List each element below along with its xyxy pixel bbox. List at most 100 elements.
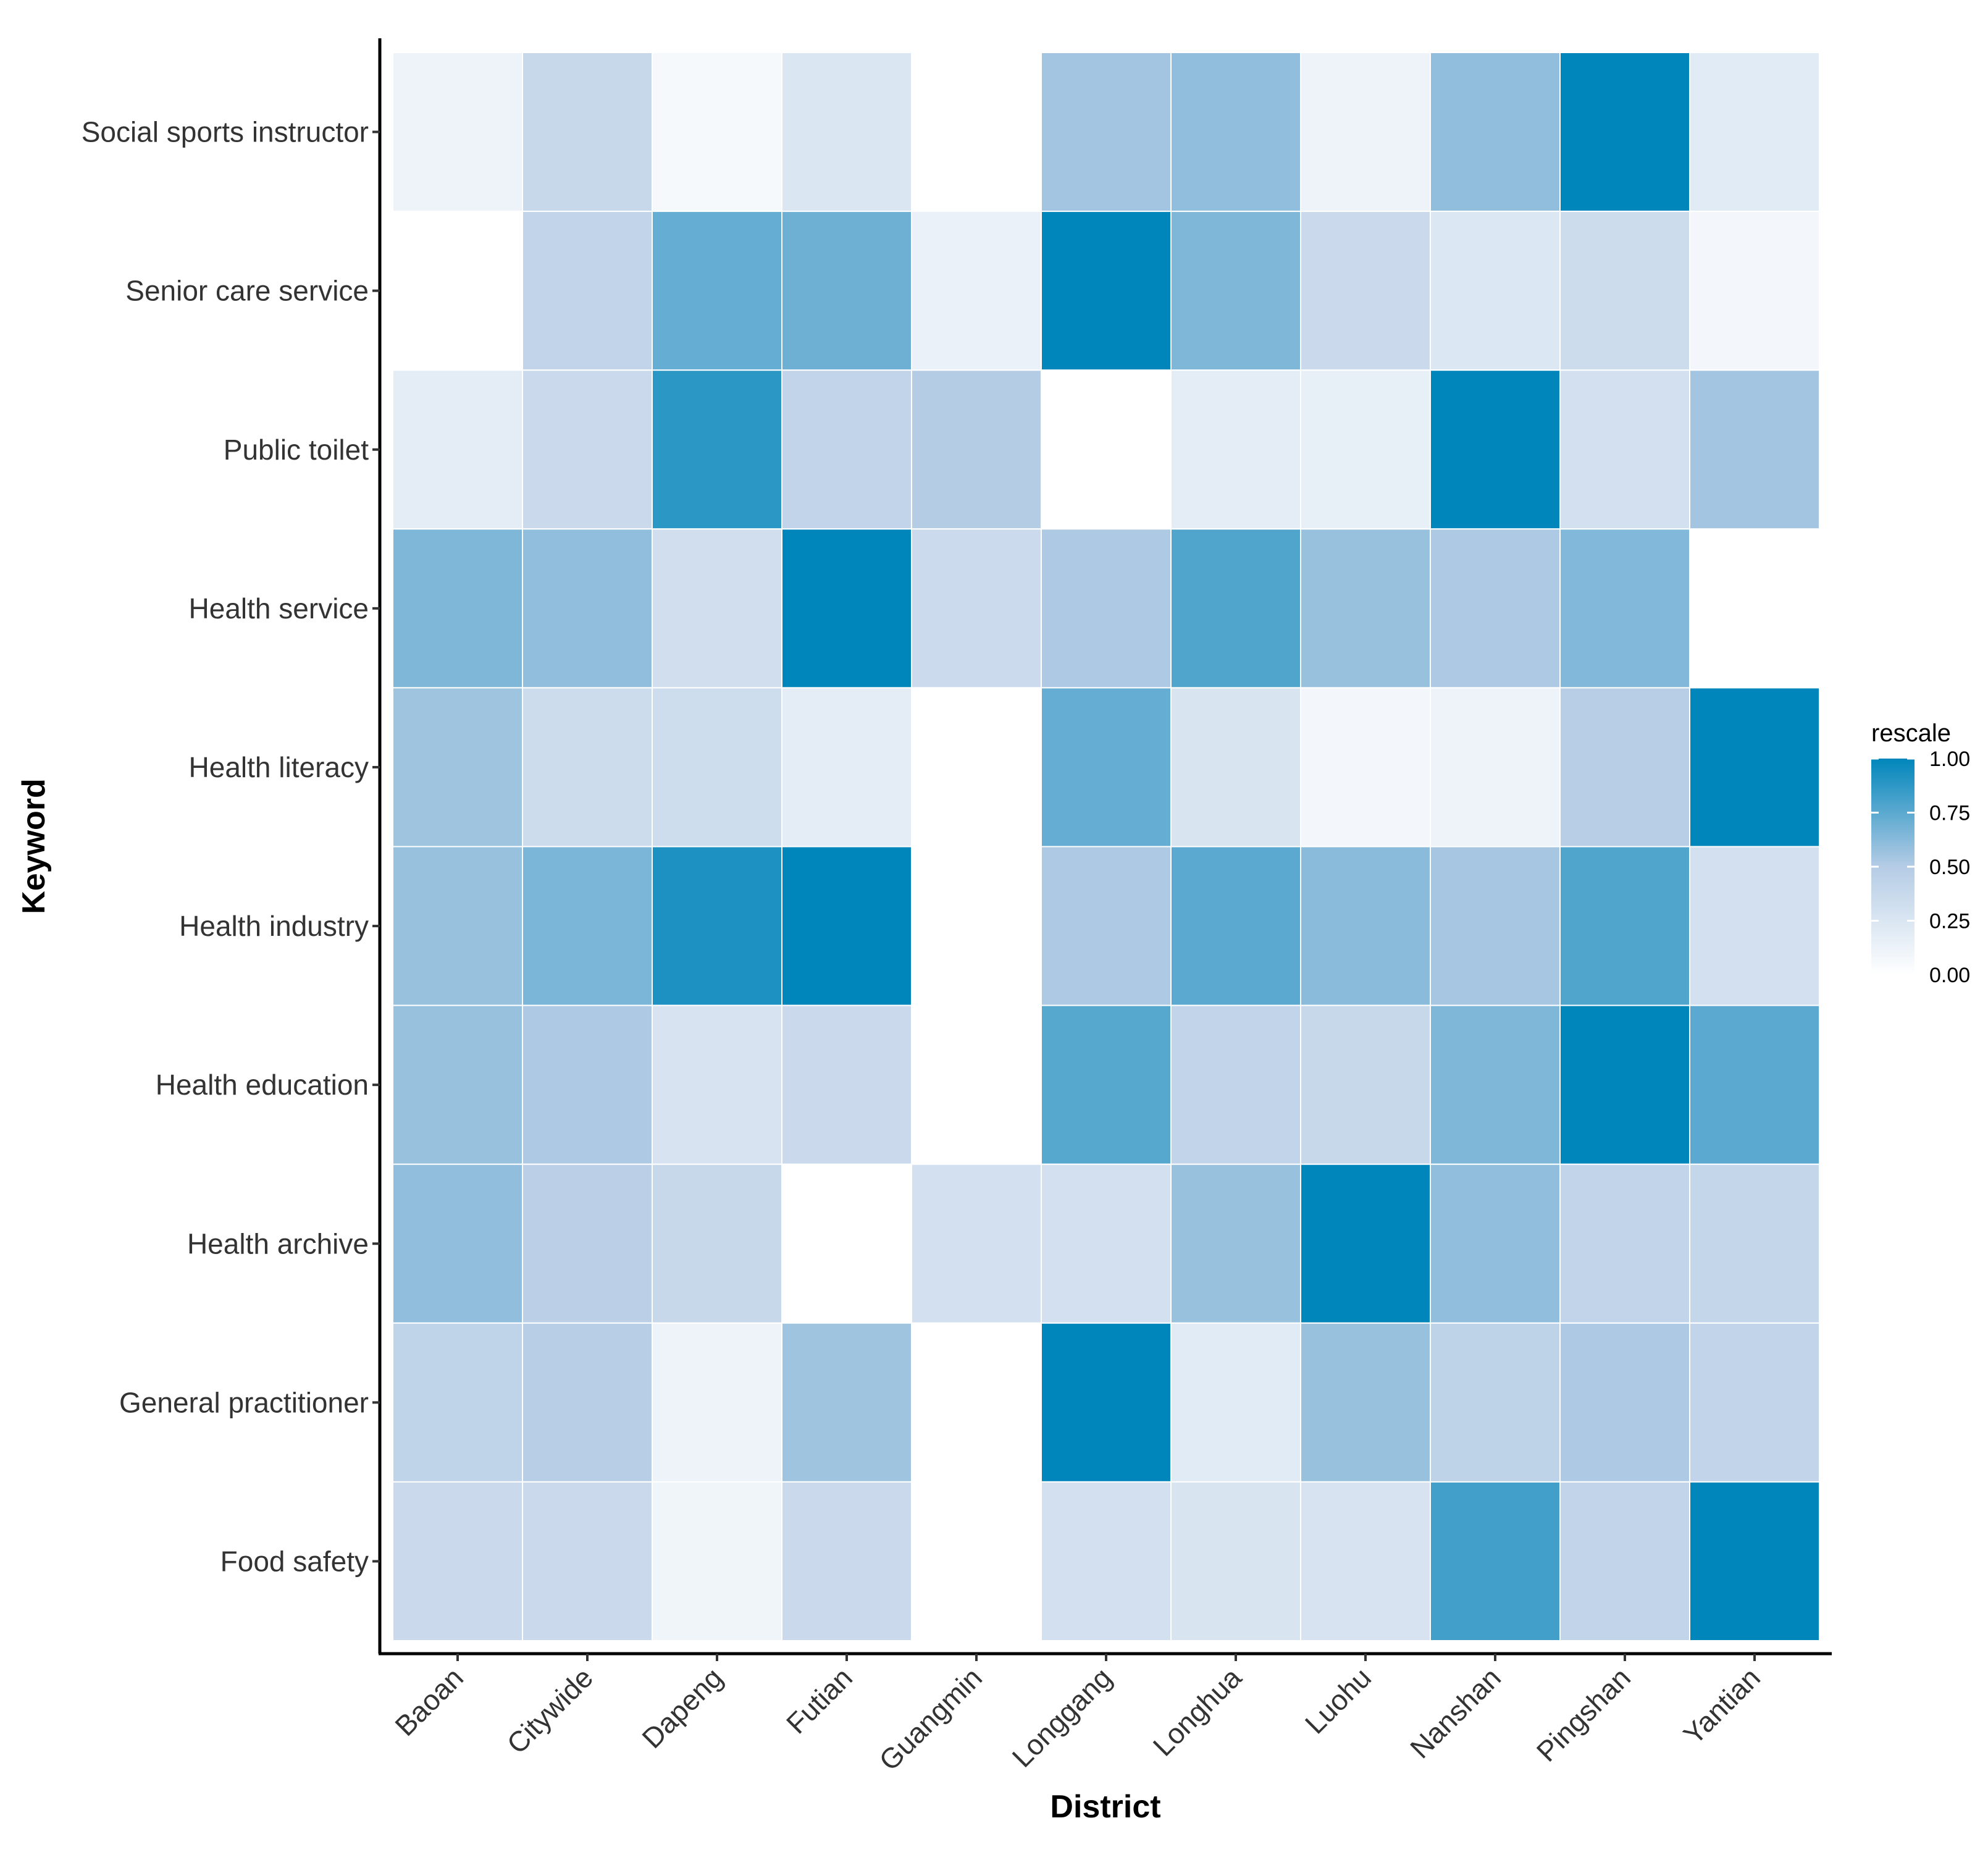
heatmap-cell-health-education-futian <box>781 1004 912 1165</box>
heatmap-cell-senior-care-service-futian <box>781 211 912 371</box>
x-tick-label-dapeng: Dapeng <box>635 1661 729 1754</box>
heatmap-cell-public-toilet-futian <box>781 369 912 530</box>
heatmap-cell-food-safety-longhua <box>1170 1481 1301 1641</box>
heatmap-cell-general-practitioner-longgang <box>1041 1322 1172 1483</box>
heatmap-cell-health-industry-citywide <box>522 846 653 1006</box>
heatmap-cell-food-safety-luohu <box>1300 1481 1431 1641</box>
heatmap-cell-health-education-nanshan <box>1430 1004 1561 1165</box>
heatmap-cell-health-literacy-pingshan <box>1559 687 1690 848</box>
heatmap-cell-health-literacy-futian <box>781 687 912 848</box>
y-tick-label-health-service: Health service <box>189 592 369 625</box>
heatmap-cell-senior-care-service-guangmin <box>911 211 1042 371</box>
x-tick-label-guangmin: Guangmin <box>873 1661 988 1777</box>
heatmap-cell-health-literacy-longgang <box>1041 687 1172 848</box>
heatmap-cell-health-archive-citywide <box>522 1163 653 1324</box>
y-tick-label-health-education: Health education <box>156 1069 369 1101</box>
heatmap-cell-social-sports-instructor-longhua <box>1170 52 1301 213</box>
heatmap-cell-general-practitioner-pingshan <box>1559 1322 1690 1483</box>
legend-tick-label: 0.00 <box>1929 964 1970 987</box>
y-tick-label-food-safety: Food safety <box>220 1545 369 1577</box>
heatmap-cell-general-practitioner-dapeng <box>652 1322 782 1483</box>
x-tick-label-futian: Futian <box>780 1661 858 1740</box>
heatmap-cell-health-service-baoan <box>392 528 523 689</box>
heatmap-cell-health-archive-nanshan <box>1430 1163 1561 1324</box>
heatmap-cell-health-education-citywide <box>522 1004 653 1165</box>
heatmap-cell-health-archive-baoan <box>392 1163 523 1324</box>
y-axis-title: Keyword <box>16 778 52 914</box>
heatmap-cell-health-archive-dapeng <box>652 1163 782 1324</box>
x-tick-label-luohu: Luohu <box>1299 1661 1377 1740</box>
heatmap-cell-general-practitioner-futian <box>781 1322 912 1483</box>
heatmap-cell-health-service-longgang <box>1041 528 1172 689</box>
heatmap-cell-health-industry-dapeng <box>652 846 782 1006</box>
heatmap-cell-health-service-nanshan <box>1430 528 1561 689</box>
heatmap-cell-health-industry-nanshan <box>1430 846 1561 1006</box>
legend-tick-label: 1.00 <box>1929 747 1970 771</box>
legend-tick-label: 0.25 <box>1929 910 1970 933</box>
y-tick-label-health-archive: Health archive <box>187 1227 369 1260</box>
heatmap-cell-senior-care-service-longgang <box>1041 211 1172 371</box>
heatmap-cell-social-sports-instructor-pingshan <box>1559 52 1690 213</box>
heatmap-cell-food-safety-longgang <box>1041 1481 1172 1641</box>
heatmap-cell-public-toilet-luohu <box>1300 369 1431 530</box>
heatmap-cell-health-archive-longhua <box>1170 1163 1301 1324</box>
y-tick-label-senior-care-service: Senior care service <box>125 275 369 307</box>
x-tick-label-yantian: Yantian <box>1677 1661 1766 1751</box>
x-axis-title: District <box>1050 1789 1160 1825</box>
heatmap-cell-health-industry-pingshan <box>1559 846 1690 1006</box>
heatmap-cell-health-industry-guangmin <box>911 846 1042 1006</box>
heatmap-cell-health-service-luohu <box>1300 528 1431 689</box>
heatmap-cell-health-archive-luohu <box>1300 1163 1431 1324</box>
heatmap-cell-public-toilet-dapeng <box>652 369 782 530</box>
heatmap-cell-public-toilet-citywide <box>522 369 653 530</box>
y-tick-label-health-literacy: Health literacy <box>189 751 369 783</box>
heatmap-cell-food-safety-pingshan <box>1559 1481 1690 1641</box>
heatmap-cell-health-education-yantian <box>1689 1004 1820 1165</box>
heatmap-cell-food-safety-baoan <box>392 1481 523 1641</box>
heatmap-cell-senior-care-service-longhua <box>1170 211 1301 371</box>
y-tick-label-public-toilet: Public toilet <box>224 434 369 466</box>
heatmap-cell-public-toilet-baoan <box>392 369 523 530</box>
heatmap-cell-general-practitioner-citywide <box>522 1322 653 1483</box>
heatmap-cell-senior-care-service-yantian <box>1689 211 1820 371</box>
heatmap-cell-food-safety-guangmin <box>911 1481 1042 1641</box>
heatmap-cell-general-practitioner-nanshan <box>1430 1322 1561 1483</box>
heatmap-cell-general-practitioner-baoan <box>392 1322 523 1483</box>
x-tick-label-longhua: Longhua <box>1147 1661 1248 1762</box>
heatmap-cell-health-literacy-nanshan <box>1430 687 1561 848</box>
heatmap-cell-general-practitioner-guangmin <box>911 1322 1042 1483</box>
legend-title: rescale <box>1871 720 1951 747</box>
heatmap-cell-health-literacy-citywide <box>522 687 653 848</box>
heatmap-cell-health-industry-yantian <box>1689 846 1820 1006</box>
heatmap-cell-health-archive-pingshan <box>1559 1163 1690 1324</box>
heatmap-cell-health-education-dapeng <box>652 1004 782 1165</box>
x-tick-label-pingshan: Pingshan <box>1530 1661 1637 1767</box>
heatmap-cell-health-education-guangmin <box>911 1004 1042 1165</box>
heatmap-cell-food-safety-yantian <box>1689 1481 1820 1641</box>
x-tick-label-nanshan: Nanshan <box>1404 1661 1507 1764</box>
heatmap-cell-public-toilet-nanshan <box>1430 369 1561 530</box>
heatmap-cell-health-literacy-longhua <box>1170 687 1301 848</box>
heatmap-cell-social-sports-instructor-baoan <box>392 52 523 213</box>
heatmap-cell-health-archive-futian <box>781 1163 912 1324</box>
axes <box>372 38 1832 1661</box>
heatmap-cell-health-service-dapeng <box>652 528 782 689</box>
heatmap-cell-social-sports-instructor-nanshan <box>1430 52 1561 213</box>
x-tick-label-citywide: Citywide <box>500 1661 599 1760</box>
heatmap-cell-health-education-pingshan <box>1559 1004 1690 1165</box>
heatmap-cell-health-education-longgang <box>1041 1004 1172 1165</box>
y-tick-label-health-industry: Health industry <box>179 910 369 942</box>
heatmap-cell-senior-care-service-nanshan <box>1430 211 1561 371</box>
heatmap-cell-senior-care-service-baoan <box>392 211 523 371</box>
heatmap-cell-health-service-guangmin <box>911 528 1042 689</box>
heatmap-cell-health-industry-longgang <box>1041 846 1172 1006</box>
heatmap-cell-senior-care-service-pingshan <box>1559 211 1690 371</box>
heatmap-cell-health-education-longhua <box>1170 1004 1301 1165</box>
heatmap-cell-health-literacy-guangmin <box>911 687 1042 848</box>
x-tick-label-longgang: Longgang <box>1006 1661 1118 1773</box>
heatmap-cell-food-safety-nanshan <box>1430 1481 1561 1641</box>
legend-tick-label: 0.75 <box>1929 802 1970 825</box>
